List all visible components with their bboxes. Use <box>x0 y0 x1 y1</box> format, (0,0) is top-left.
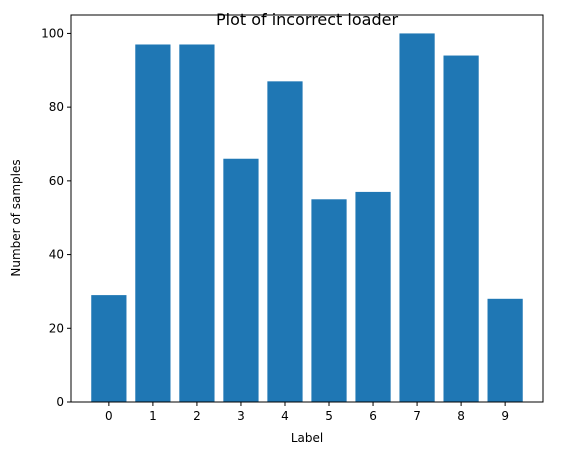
bar-2 <box>179 44 215 403</box>
plot-frame <box>70 14 544 403</box>
bars-group <box>91 33 523 403</box>
x-tick-label: 8 <box>457 409 465 423</box>
x-axis-ticks: 0 1 2 3 4 5 6 7 8 9 <box>105 402 509 423</box>
x-tick-label: 3 <box>237 409 245 423</box>
chart-title: Plot of incorrect loader <box>216 10 398 29</box>
x-tick-label: 7 <box>413 409 421 423</box>
x-tick-label: 6 <box>369 409 377 423</box>
x-tick-label: 9 <box>501 409 509 423</box>
y-axis-ticks: 0 20 40 60 80 100 <box>41 26 71 409</box>
bar-5 <box>311 199 347 402</box>
y-axis-label: Number of samples <box>9 159 23 276</box>
y-tick-label: 100 <box>41 26 64 40</box>
y-tick-label: 20 <box>49 321 64 335</box>
x-tick-label: 2 <box>193 409 201 423</box>
bar-9 <box>487 298 523 402</box>
bar-4 <box>267 81 303 402</box>
y-tick-label: 0 <box>56 395 64 409</box>
bar-7 <box>399 33 435 403</box>
bar-8 <box>443 55 479 402</box>
x-tick-label: 1 <box>149 409 157 423</box>
x-tick-label: 0 <box>105 409 113 423</box>
bar-1 <box>135 44 171 403</box>
y-tick-label: 60 <box>49 174 64 188</box>
x-tick-label: 5 <box>325 409 333 423</box>
x-tick-label: 4 <box>281 409 289 423</box>
bar-3 <box>223 158 259 402</box>
y-tick-label: 40 <box>49 248 64 262</box>
bar-0 <box>91 295 127 402</box>
x-axis-label: Label <box>291 431 323 445</box>
y-tick-label: 80 <box>49 100 64 114</box>
bar-6 <box>355 191 391 402</box>
